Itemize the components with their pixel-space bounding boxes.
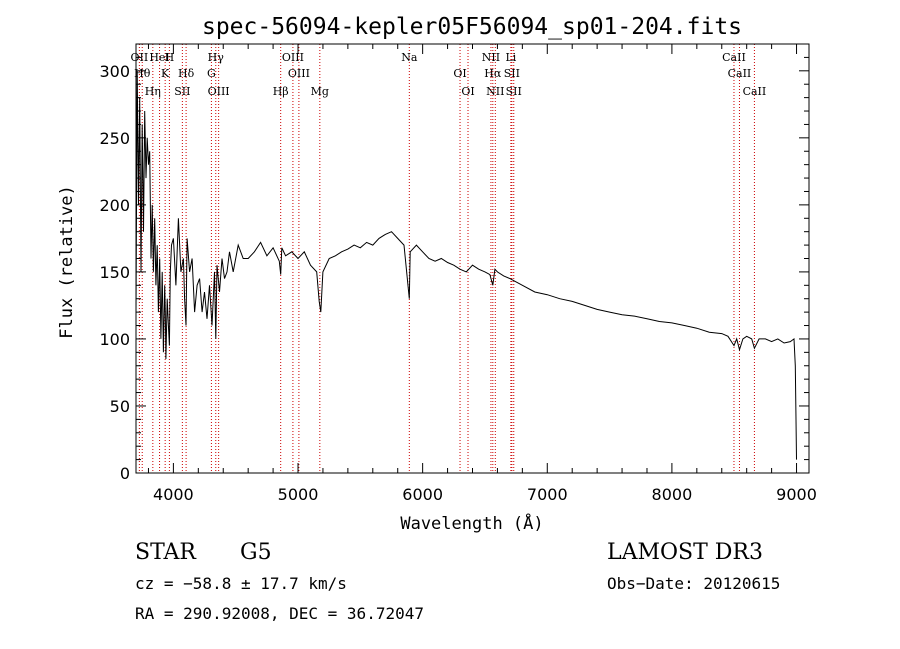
survey-name: LAMOST DR3 bbox=[607, 540, 763, 565]
y-tick-label: 150 bbox=[99, 263, 130, 282]
spectral-line-label: NII bbox=[486, 85, 504, 98]
flux-series-line bbox=[135, 70, 797, 460]
x-tick-label: 4000 bbox=[153, 485, 194, 504]
spectral-line-label: Mg bbox=[311, 85, 329, 98]
spectrum-chart: OIIHθHηHeIKSIIHHδOIIIHγGHβOIIIOIIIMgNaOI… bbox=[57, 14, 817, 534]
spectral-line-label: G bbox=[207, 67, 216, 80]
y-tick-label: 200 bbox=[99, 196, 130, 215]
x-tick-label: 6000 bbox=[402, 485, 443, 504]
spectral-line-label: OIII bbox=[288, 67, 310, 80]
spectral-line-label: OIII bbox=[282, 51, 304, 64]
spectral-lines-layer bbox=[138, 44, 755, 473]
spectral-line-label: OI bbox=[461, 85, 474, 98]
object-class: STAR bbox=[135, 540, 196, 565]
spectral-line-label: SII bbox=[506, 85, 522, 98]
redshift-cz: cz = −58.8 ± 17.7 km/s bbox=[135, 574, 347, 593]
spectral-line-label: Hα bbox=[484, 67, 502, 80]
x-tick-label: 5000 bbox=[278, 485, 319, 504]
spectral-line-label: Na bbox=[401, 51, 418, 64]
spectral-line-label: Hδ bbox=[178, 67, 195, 80]
chart-title: spec-56094-kepler05F56094_sp01-204.fits bbox=[202, 14, 742, 40]
spectral-line-label: Li bbox=[505, 51, 516, 64]
spectral-line-label: CaII bbox=[743, 85, 767, 98]
axis-ticks-layer: 4000 5000 6000 7000 8000 9000 0 50 100 150 200 250 3… bbox=[99, 44, 817, 504]
plot-frame bbox=[135, 43, 810, 474]
spectral-line-label: OIII bbox=[208, 85, 230, 98]
spectral-line-label: K bbox=[161, 67, 170, 80]
spectral-line-label: OI bbox=[453, 67, 466, 80]
x-tick-label: 7000 bbox=[527, 485, 568, 504]
spectral-line-label: SII bbox=[504, 67, 520, 80]
spectral-line-label: Hγ bbox=[208, 51, 225, 64]
y-tick-label: 250 bbox=[99, 129, 130, 148]
spectral-line-label: H bbox=[165, 51, 175, 64]
spectral-line-label: HeI bbox=[149, 51, 169, 64]
spectral-line-label: NII bbox=[482, 51, 500, 64]
spectral-line-label: SII bbox=[174, 85, 190, 98]
y-tick-label: 50 bbox=[110, 397, 130, 416]
x-tick-label: 9000 bbox=[776, 485, 817, 504]
spectral-labels-layer: OIIHθHηHeIKSIIHHδOIIIHγGHβOIIIOIIIMgNaOI… bbox=[131, 51, 767, 98]
y-tick-label: 0 bbox=[120, 464, 130, 483]
y-tick-label: 100 bbox=[99, 330, 130, 349]
spectral-line-label: CaII bbox=[728, 67, 752, 80]
y-tick-label: 300 bbox=[99, 62, 130, 81]
obs-date: Obs−Date: 20120615 bbox=[607, 574, 781, 593]
spectral-line-label: CaII bbox=[722, 51, 746, 64]
spectral-line-label: Hη bbox=[145, 85, 161, 98]
x-axis-label: Wavelength (Å) bbox=[400, 512, 543, 534]
x-tick-label: 8000 bbox=[652, 485, 693, 504]
coordinates: RA = 290.92008, DEC = 36.72047 bbox=[135, 604, 424, 623]
spectral-line-label: Hβ bbox=[273, 85, 289, 98]
object-subclass: G5 bbox=[240, 540, 272, 565]
spectral-line-label: Hθ bbox=[134, 67, 151, 80]
y-axis-label: Flux (relative) bbox=[57, 185, 77, 339]
